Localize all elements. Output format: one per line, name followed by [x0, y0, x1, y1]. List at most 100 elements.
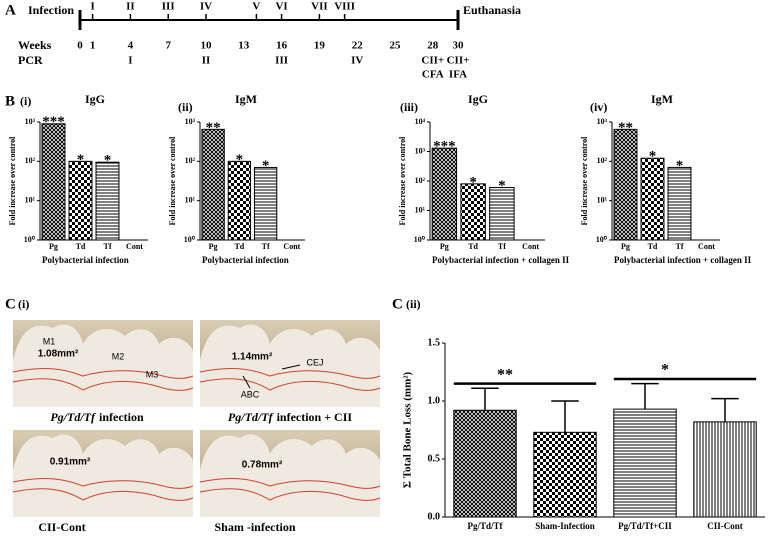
x-tick-label: Td: [76, 242, 86, 251]
x-tick-label: Sham-Infection: [535, 521, 595, 531]
photo-caption: CII-Cont: [38, 520, 85, 534]
panel-label: B: [5, 93, 15, 109]
anatomy-label: CEJ: [306, 357, 323, 367]
photo: 0.91mm²: [12, 430, 194, 517]
anatomy-label: M2: [112, 351, 125, 361]
y-tick-label: 10³: [597, 117, 608, 126]
x-tick-label: Pg/Td/Tf+CII: [618, 521, 672, 531]
week-label: 19: [314, 40, 326, 52]
significance: *: [649, 149, 657, 165]
teeth: [13, 324, 193, 407]
bar: [613, 128, 638, 241]
pcr-point: CII+: [447, 55, 470, 67]
y-tick-label: 10²: [415, 176, 426, 185]
chart-title: IgM: [651, 92, 673, 106]
teeth: [200, 324, 380, 407]
x-tick-label: Pg: [440, 242, 449, 251]
caption-italic: Pg/Td/Tf: [228, 410, 274, 424]
y-tick-label: 10²: [25, 156, 36, 165]
x-tick-label: Td: [234, 242, 244, 251]
y-tick-label: 10²: [597, 156, 608, 165]
pcr-sub: CFA: [422, 69, 444, 81]
week-label: 25: [390, 40, 402, 52]
y-tick-label: 10¹: [185, 195, 196, 204]
arrow: [242, 375, 251, 389]
y-tick-label: 10⁰: [414, 235, 426, 244]
panel-sublabel: (ii): [406, 297, 421, 311]
anatomy-label: ABC: [241, 389, 260, 399]
panel-sublabel: (i): [18, 297, 29, 311]
panel-sublabel: (i): [20, 94, 31, 108]
photo-caption: Sham -infection: [215, 520, 296, 534]
y-tick-label: 10⁰: [24, 235, 36, 244]
panel-label: C: [5, 296, 16, 312]
bar: [95, 161, 120, 241]
y-axis-label: Σ Total Bone Loss (mm²): [402, 371, 414, 488]
caption-text: infection: [99, 410, 144, 424]
significance: *: [498, 178, 506, 194]
x-axis-label: Polybacterial infection + collagen II: [432, 255, 570, 265]
chart-title: IgG: [468, 92, 488, 106]
infection-label: III: [162, 1, 175, 13]
panel-sublabel: (iii): [400, 100, 418, 114]
x-tick-label: Cont: [522, 242, 539, 251]
x-tick-label: Tf: [498, 242, 506, 251]
pcr-point: II: [202, 55, 211, 67]
x-tick-label: Cont: [698, 242, 715, 251]
bone-outline: [199, 488, 381, 501]
infection-label: IV: [200, 1, 212, 13]
week-label: 28: [427, 40, 439, 52]
anatomy-label: M1: [43, 336, 56, 346]
pcr-point: III: [275, 55, 288, 67]
caption-text: CII-Cont: [38, 520, 85, 534]
photo: 0.78mm²: [199, 430, 381, 517]
pcr-sub: IFA: [449, 69, 467, 81]
caption-text: Sham -infection: [215, 520, 296, 534]
y-tick-label: 10⁰: [596, 235, 608, 244]
y-tick-label: 0.0: [428, 511, 441, 522]
y-tick-label: 0.5: [428, 453, 441, 464]
y-tick-label: 10³: [25, 117, 36, 126]
x-tick-label: Tf: [676, 242, 684, 251]
significance: *: [262, 158, 270, 174]
bone-outline: [199, 478, 381, 489]
infection-label: I: [90, 1, 94, 13]
bar: [201, 128, 225, 241]
bar: [431, 147, 458, 241]
panel-label: C: [392, 296, 403, 312]
bar: [227, 160, 252, 241]
y-axis-label: Fold increase over control: [168, 136, 177, 225]
bar: [640, 157, 665, 241]
bone-outline: [12, 368, 194, 379]
start-label: Infection: [28, 3, 74, 17]
significance: ***: [42, 114, 65, 130]
week-label: 7: [165, 40, 171, 52]
x-tick-label: CII-Cont: [707, 521, 743, 531]
bar: [693, 421, 757, 518]
bar: [68, 160, 93, 241]
infection-label: VII: [311, 1, 328, 13]
week-label: 1: [90, 40, 96, 52]
week-label: 0: [77, 40, 83, 52]
x-axis-label: Polybacterial infection: [42, 255, 129, 265]
y-tick-label: 1.5: [428, 337, 441, 348]
significance: *: [469, 174, 477, 190]
chart-title: IgG: [85, 92, 105, 106]
significance: **: [206, 120, 221, 136]
significance: **: [618, 120, 633, 136]
x-axis-label: Polybacterial infection + collagen II: [614, 255, 752, 265]
infection-label: V: [252, 1, 260, 13]
chart-title: IgM: [235, 92, 257, 106]
week-label: 16: [276, 40, 288, 52]
week-label: 10: [201, 40, 213, 52]
photo-caption: Pg/Td/Tf infection + CII: [228, 410, 352, 424]
area-label: 0.91mm²: [50, 457, 91, 468]
infection-label: VIII: [334, 1, 355, 13]
x-tick-label: Pg: [209, 242, 218, 251]
pcr-point: CII+: [421, 55, 444, 67]
bone-outline: [12, 488, 194, 501]
bar: [667, 166, 692, 241]
pcr-label: PCR: [18, 53, 43, 67]
bar: [489, 187, 515, 241]
